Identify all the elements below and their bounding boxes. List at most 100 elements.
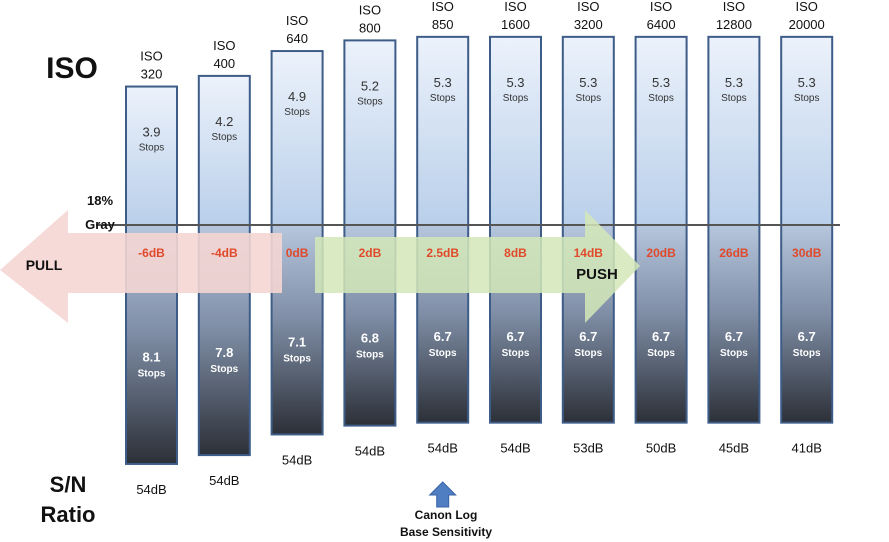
sn-ratio-label-line1: S/N [50,472,87,497]
iso-value-20000: 20000 [789,17,825,32]
pull-arrow [0,210,282,323]
iso-prefix-400: ISO [213,38,235,53]
chart-title: ISO [46,52,98,85]
stops-above-word-1600: Stops [503,93,529,104]
iso-prefix-6400: ISO [650,0,672,14]
stops-below-value-850: 6.7 [434,329,452,344]
stops-below-word-6400: Stops [647,348,675,359]
gain-label-1600: 8dB [504,246,527,260]
gain-label-12800: 26dB [719,246,749,260]
sn-ratio-value-640: 54dB [282,452,312,467]
stops-below-word-20000: Stops [793,348,821,359]
sn-ratio-label-line2: Ratio [41,502,96,527]
stops-below-word-320: Stops [138,368,166,379]
gain-label-6400: 20dB [646,246,676,260]
stops-below-value-320: 8.1 [142,349,160,364]
stops-below-value-12800: 6.7 [725,329,743,344]
iso-value-640: 640 [286,31,308,46]
stops-below-word-3200: Stops [574,348,602,359]
stops-above-word-320: Stops [139,143,165,154]
bar-upper-iso-850 [416,35,470,226]
stops-above-value-320: 3.9 [142,125,160,140]
sn-ratio-value-20000: 41dB [792,441,822,456]
sn-ratio-value-6400: 50dB [646,441,676,456]
iso-value-12800: 12800 [716,17,752,32]
sn-ratio-value-850: 54dB [428,441,458,456]
iso-prefix-320: ISO [140,49,162,64]
arrows-layer: PULL PUSH [0,210,640,323]
iso-prefix-20000: ISO [795,0,817,14]
sn-ratio-value-12800: 45dB [719,441,749,456]
sn-ratio-value-3200: 53dB [573,441,603,456]
stops-above-word-640: Stops [284,107,310,118]
gain-label-320: -6dB [138,246,165,260]
iso-value-6400: 6400 [647,17,676,32]
iso-value-800: 800 [359,20,381,35]
bar-upper-iso-6400 [634,35,688,226]
stops-below-word-850: Stops [429,348,457,359]
stops-above-value-12800: 5.3 [725,75,743,90]
bar-upper-iso-400 [197,74,251,227]
gain-layer: -6dB -4dB 0dB 2dB 2.5dB 8dB 14dB 20dB 26dB 30dB [138,246,822,260]
labels-layer: ISO 320 3.9 Stops 8.1 Stops 54dB ISO 400 4.2 Stops… [136,0,825,508]
bar-upper-iso-12800 [707,35,761,226]
bar-lower-iso-6400 [634,224,688,424]
stops-above-word-3200: Stops [576,93,602,104]
stops-below-value-1600: 6.7 [506,329,524,344]
stops-above-value-1600: 5.3 [506,75,524,90]
bar-upper-iso-800 [343,39,397,227]
reference-label-percent: 18% [87,193,113,208]
iso-value-850: 850 [432,17,454,32]
annotation-line2: Base Sensitivity [400,525,492,539]
reference-label-gray: Gray [85,217,115,232]
stops-below-value-3200: 6.7 [579,329,597,344]
gain-label-20000: 30dB [792,246,822,260]
stops-below-word-400: Stops [210,364,238,375]
gain-label-800: 2dB [359,246,382,260]
stops-above-value-6400: 5.3 [652,75,670,90]
iso-prefix-850: ISO [431,0,453,14]
bar-upper-iso-320 [125,85,178,226]
pull-label: PULL [26,257,63,273]
bar-upper-iso-1600 [489,35,542,226]
bar-lower-iso-12800 [707,224,761,424]
gain-label-850: 2.5dB [426,246,459,260]
stops-below-word-640: Stops [283,354,311,365]
gain-label-640: 0dB [286,246,309,260]
bars-layer [96,35,840,465]
bar-lower-iso-20000 [780,224,834,424]
iso-prefix-800: ISO [359,2,381,17]
stops-below-value-400: 7.8 [215,345,233,360]
iso-prefix-3200: ISO [577,0,599,14]
stops-above-word-400: Stops [212,132,238,143]
stops-below-value-6400: 6.7 [652,329,670,344]
iso-value-400: 400 [213,56,235,71]
stops-below-value-800: 6.8 [361,330,379,345]
stops-above-value-400: 4.2 [215,114,233,129]
stops-below-word-1600: Stops [502,348,530,359]
push-label: PUSH [576,266,618,283]
stops-above-value-3200: 5.3 [579,75,597,90]
iso-value-1600: 1600 [501,17,530,32]
gain-label-3200: 14dB [574,246,604,260]
stops-below-word-12800: Stops [720,348,748,359]
stops-above-word-20000: Stops [794,93,820,104]
sn-ratio-value-400: 54dB [209,473,239,488]
iso-prefix-640: ISO [286,13,308,28]
push-arrow [315,210,640,323]
stops-above-word-6400: Stops [648,93,674,104]
stops-above-word-800: Stops [357,96,383,107]
stops-below-value-640: 7.1 [288,335,306,350]
iso-value-3200: 3200 [574,17,603,32]
stops-above-value-20000: 5.3 [798,75,816,90]
annotation-line1: Canon Log [415,508,478,522]
stops-above-word-850: Stops [430,93,456,104]
stops-above-value-640: 4.9 [288,89,306,104]
stops-above-value-850: 5.3 [434,75,452,90]
bar-upper-iso-3200 [561,35,615,226]
gain-label-400: -4dB [211,246,238,260]
sn-ratio-value-320: 54dB [136,482,166,497]
sn-ratio-value-1600: 54dB [500,441,530,456]
bar-upper-iso-20000 [780,35,834,226]
bar-upper-iso-640 [270,50,324,226]
